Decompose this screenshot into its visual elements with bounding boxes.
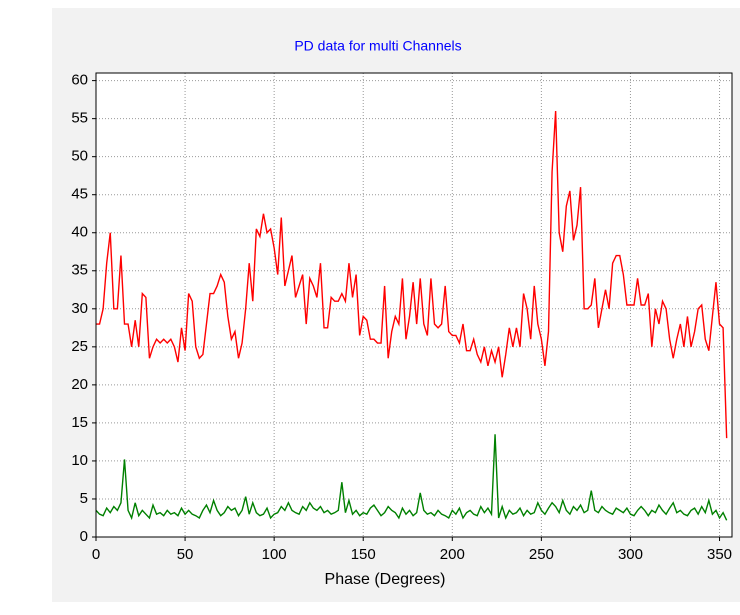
plot-area [96,73,732,537]
series-line [95,434,728,521]
x-tick-label: 100 [262,546,287,563]
y-tick-label: 30 [71,300,88,317]
y-tick-label: 25 [71,338,88,355]
y-tick-label: 55 [71,110,88,127]
series-line [96,110,728,439]
plot-border [95,72,733,538]
x-tick-label: 250 [529,546,554,563]
y-tick-label: 40 [71,224,88,241]
x-tick-label: 150 [351,546,376,563]
x-tick-label: 200 [440,546,465,563]
y-tick-label: 10 [71,452,88,469]
y-tick-label: 20 [71,376,88,393]
y-tick-label: 45 [71,186,88,203]
y-tick-label: 50 [71,148,88,165]
x-tick-label: 50 [177,546,194,563]
x-axis-label: Phase (Degrees) [325,571,446,588]
x-tick-label: 0 [92,546,100,563]
y-tick-label: 60 [71,72,88,89]
y-tick-label: 0 [80,528,88,545]
y-tick-label: 5 [80,490,88,507]
x-tick-label: 350 [707,546,732,563]
y-tick-label: 15 [71,414,88,431]
y-tick-label: 35 [71,262,88,279]
chart-title: PD data for multi Channels [294,38,461,54]
x-tick-label: 300 [618,546,643,563]
